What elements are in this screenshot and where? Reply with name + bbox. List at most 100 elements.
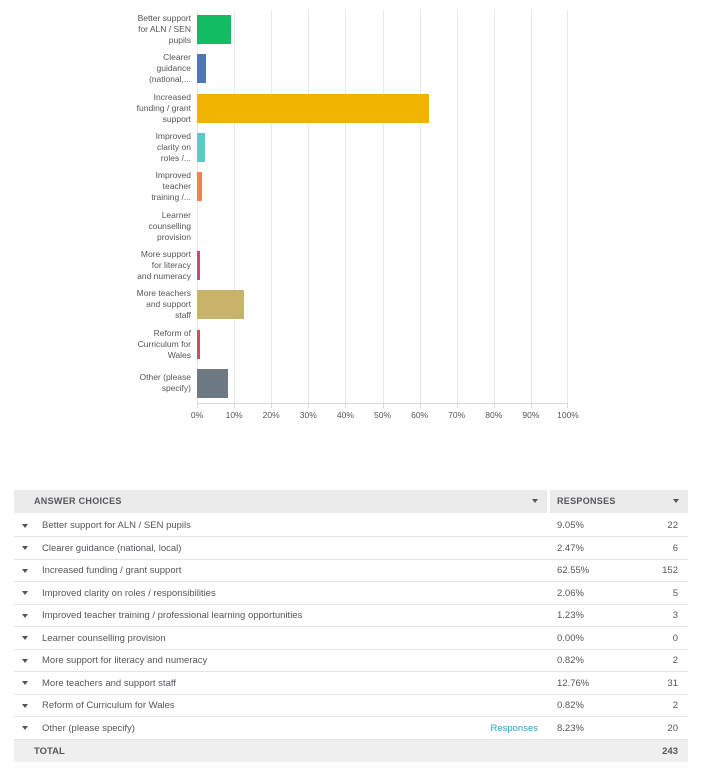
chart-category-label: More support for literacy and numeracy [137, 248, 191, 281]
chart-category-label: Learner counselling provision [148, 209, 191, 242]
answer-choice-label: Learner counselling provision [42, 632, 166, 644]
gridline [382, 10, 384, 403]
response-count: 6 [672, 542, 678, 554]
response-count: 152 [662, 565, 678, 577]
axis-tick-label: 100% [557, 409, 579, 420]
axis-tick-label: 40% [336, 409, 354, 420]
answer-choice-label: Clearer guidance (national, local) [42, 542, 182, 554]
gridline [567, 10, 568, 403]
chart-category-label: Improved teacher training /... [151, 170, 191, 203]
response-count: 2 [672, 655, 678, 667]
axis-tick-label: 60% [411, 409, 429, 420]
answer-choice-label: Other (please specify) [42, 722, 135, 734]
chart-category-label: Better support for ALN / SEN pupils [137, 13, 191, 46]
row-expand-icon[interactable] [22, 681, 28, 686]
row-expand-icon[interactable] [22, 546, 28, 551]
chart-row [197, 246, 568, 285]
response-percent: 62.55% [557, 565, 590, 577]
total-label: TOTAL [34, 745, 65, 757]
row-expand-icon[interactable] [22, 703, 28, 708]
chart-category-label: Clearer guidance (national,... [148, 52, 191, 85]
chart-bar [197, 250, 201, 280]
table-row: Clearer guidance (national, local) 2.47% 6 [14, 537, 688, 560]
response-cells: 2.47% 6 [550, 543, 688, 554]
response-percent: 12.76% [557, 677, 590, 689]
chevron-down-icon[interactable] [532, 499, 538, 504]
answer-choice-label: Better support for ALN / SEN pupils [42, 520, 191, 532]
axis-tick [567, 403, 568, 408]
results-table: ANSWER CHOICES RESPONSES Better support … [14, 489, 688, 763]
response-percent: 1.23% [557, 610, 584, 622]
axis-tick-label: 10% [225, 409, 243, 420]
responses-header[interactable]: RESPONSES [550, 489, 688, 513]
row-expand-icon[interactable] [22, 568, 28, 573]
axis-tick-label: 50% [373, 409, 392, 420]
axis-tick [456, 403, 458, 408]
response-cells: 9.05% 22 [550, 520, 688, 531]
response-count: 3 [672, 610, 678, 622]
axis-tick-label: 80% [485, 409, 503, 420]
table-row: Improved teacher training / professional… [14, 605, 688, 628]
chart-row [197, 285, 568, 324]
table-row: Improved clarity on roles / responsibili… [14, 582, 688, 605]
answer-choice-label: Increased funding / grant support [42, 565, 182, 577]
chart-category-label: More teachers and support staff [136, 288, 191, 321]
chart-gridlines [197, 10, 568, 403]
answer-choices-header[interactable]: ANSWER CHOICES [14, 489, 547, 513]
response-percent: 8.23% [557, 722, 584, 734]
total-row: TOTAL 243 [14, 739, 688, 763]
chart-category-labels: Better support for ALN / SEN pupils Clear… [0, 10, 197, 404]
response-percent: 0.82% [557, 655, 584, 667]
row-expand-icon[interactable] [22, 636, 28, 641]
row-expand-icon[interactable] [22, 658, 28, 663]
table-row: Better support for ALN / SEN pupils 9.05%… [14, 515, 688, 538]
chart-bar [197, 290, 245, 320]
gridline [308, 10, 310, 403]
chart-plot-area [197, 10, 568, 404]
answer-choices-header-label: ANSWER CHOICES [34, 496, 122, 507]
responses-link[interactable]: Responses [490, 722, 538, 734]
row-expand-icon[interactable] [22, 591, 28, 596]
chart-category-label: Improved clarity on roles /... [155, 131, 191, 164]
chart-row [197, 10, 568, 49]
gridline [197, 10, 198, 403]
row-expand-icon[interactable] [22, 726, 28, 731]
chart-bar [197, 368, 228, 398]
chart-row [197, 364, 568, 403]
table-row: Other (please specify) Responses 8.23% 20 [14, 717, 688, 740]
response-count: 20 [667, 722, 678, 734]
total-count: 243 [662, 745, 678, 757]
table-row: Increased funding / grant support 62.55% 1… [14, 560, 688, 583]
chart-bar [197, 133, 205, 163]
chart-bar [197, 54, 207, 84]
response-cells: 1.23% 3 [550, 610, 688, 621]
response-percent: 2.06% [557, 587, 584, 599]
chart-category-label: Reform of Curriculum for Wales [137, 327, 191, 360]
chart-bar [197, 329, 201, 359]
gridline [493, 10, 495, 403]
chart-bar [197, 172, 202, 202]
axis-tick [493, 403, 495, 408]
response-cells: 0.82% 2 [550, 700, 688, 711]
gridline [345, 10, 347, 403]
response-cells: 12.76% 31 [550, 678, 688, 689]
response-cells: 8.23% 20 [550, 723, 688, 734]
chart-row [197, 128, 568, 167]
chart-bars [197, 10, 568, 403]
row-expand-icon[interactable] [22, 523, 28, 528]
table-row: Reform of Curriculum for Wales 0.82% 2 [14, 695, 688, 718]
chevron-down-icon[interactable] [673, 499, 679, 504]
row-expand-icon[interactable] [22, 613, 28, 618]
chart-bar [197, 15, 231, 45]
gridline [456, 10, 458, 403]
chart-row [197, 49, 568, 88]
response-count: 22 [667, 520, 678, 532]
gridline [271, 10, 273, 403]
response-cells: 0.00% 0 [550, 633, 688, 644]
chart-row [197, 206, 568, 245]
response-count: 31 [667, 677, 678, 689]
response-percent: 0.00% [557, 632, 584, 644]
axis-tick-label: 0% [190, 409, 204, 420]
chart-row [197, 89, 568, 128]
